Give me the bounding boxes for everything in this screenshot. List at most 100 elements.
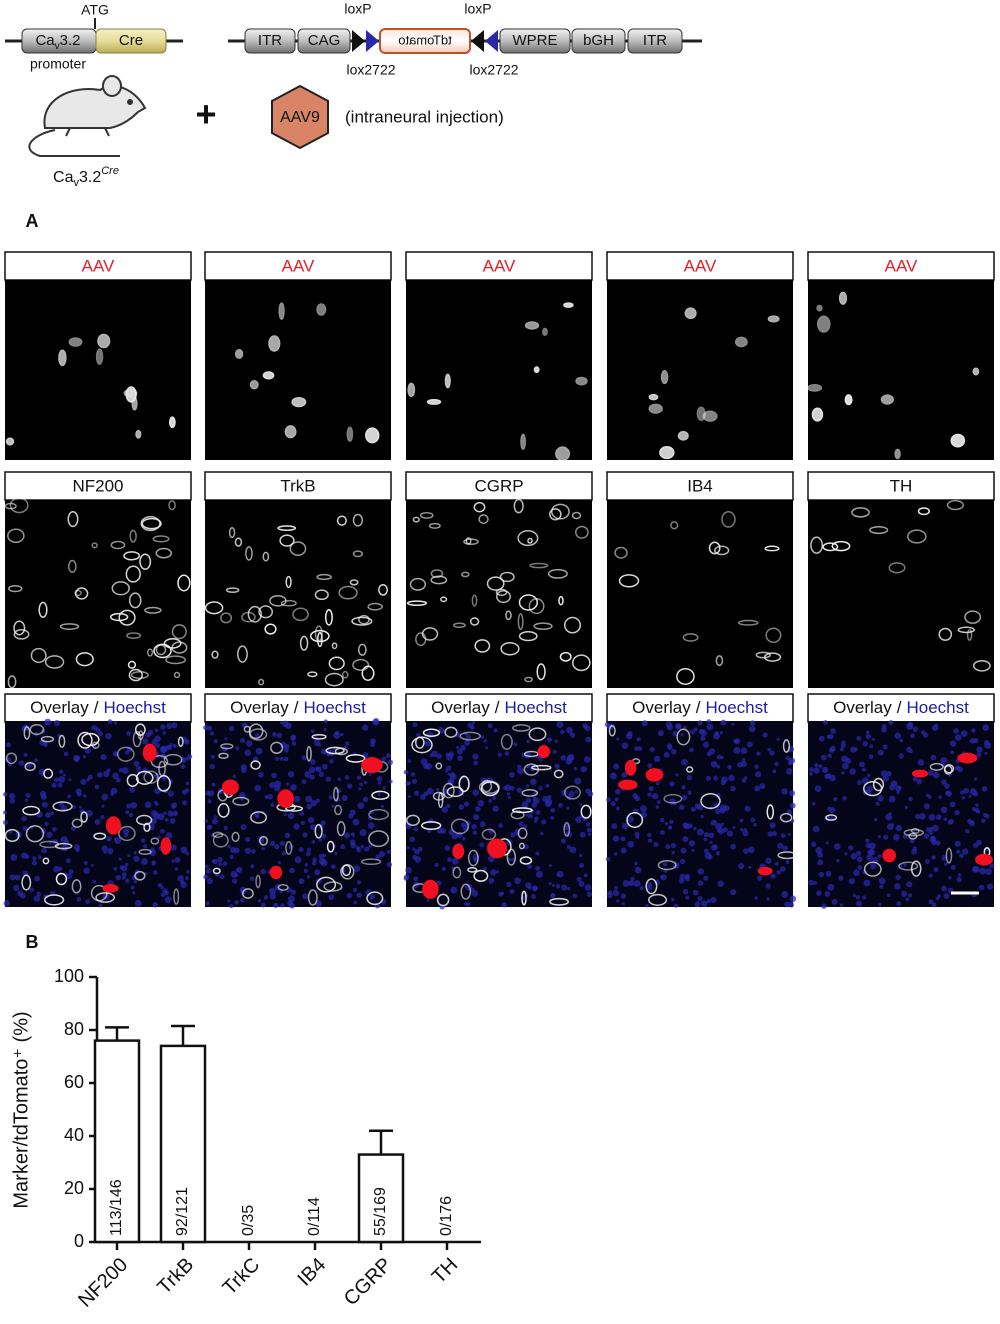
nucleus — [335, 730, 340, 736]
nucleus — [160, 828, 165, 834]
hoechst-label: Hoechst — [906, 698, 969, 717]
nucleus — [294, 856, 302, 864]
nucleus — [989, 863, 995, 869]
cell — [763, 652, 782, 662]
cell — [721, 511, 736, 528]
nucleus — [849, 768, 856, 775]
nucleus — [734, 738, 741, 745]
cell — [452, 622, 466, 629]
nucleus — [984, 741, 992, 749]
cassette-label: tdTomato — [398, 32, 451, 47]
nucleus — [375, 854, 381, 860]
cell — [306, 745, 312, 762]
cell — [361, 858, 382, 866]
nucleus — [329, 759, 334, 764]
cell — [74, 589, 82, 597]
nucleus — [409, 836, 415, 842]
nucleus — [356, 880, 362, 885]
cell — [521, 789, 539, 797]
cell — [529, 562, 549, 569]
nucleus — [706, 719, 712, 724]
nucleus — [675, 773, 679, 777]
nucleus — [315, 798, 321, 803]
nucleus — [647, 882, 653, 888]
cell — [458, 775, 470, 793]
cell — [614, 546, 628, 559]
cell — [316, 573, 332, 581]
cell — [292, 607, 309, 622]
nucleus — [579, 802, 583, 806]
overlay-label: Overlay — [230, 698, 289, 717]
nucleus — [39, 739, 47, 746]
nucleus — [704, 852, 712, 860]
nucleus — [347, 783, 353, 789]
nucleus — [159, 745, 167, 753]
cell — [473, 501, 486, 513]
nucleus — [429, 753, 434, 757]
cell — [346, 426, 354, 442]
nucleus — [151, 862, 155, 866]
nucleus — [785, 755, 791, 761]
nucleus — [140, 838, 146, 843]
nucleus — [298, 847, 304, 853]
nucleus — [358, 787, 362, 791]
cell — [352, 513, 364, 527]
nucleus — [350, 832, 356, 837]
nucleus — [126, 803, 132, 809]
nucleus — [541, 819, 547, 825]
nucleus — [747, 846, 755, 854]
nucleus — [223, 825, 228, 831]
cell — [378, 583, 389, 596]
micrograph — [3, 718, 193, 908]
nucleus — [105, 732, 112, 740]
panel-header — [204, 693, 392, 723]
nucleus — [893, 833, 900, 841]
nucleus — [666, 724, 674, 731]
nucleus — [506, 881, 512, 887]
nucleus — [697, 720, 703, 726]
cell — [220, 612, 233, 624]
nucleus — [634, 746, 639, 751]
nucleus — [838, 875, 844, 881]
tdtomato-cell — [105, 816, 122, 835]
nucleus — [517, 767, 524, 775]
nucleus — [781, 890, 789, 898]
nucleus — [3, 810, 8, 815]
nucleus — [206, 878, 213, 885]
cell — [450, 818, 470, 835]
tdtomato-cell — [624, 759, 637, 776]
separator: / — [94, 698, 99, 717]
cell — [152, 535, 170, 543]
nucleus — [320, 820, 326, 826]
nucleus — [827, 753, 832, 758]
nucleus — [44, 722, 48, 726]
cell — [352, 550, 364, 558]
panel-header-label: Overlay / Hoechst — [833, 698, 969, 717]
nucleus — [580, 765, 587, 773]
panel-header — [807, 251, 995, 281]
nucleus — [163, 811, 167, 815]
cell — [368, 830, 389, 848]
nucleus — [217, 856, 223, 863]
cell — [130, 671, 149, 680]
nucleus — [688, 840, 696, 847]
cell — [406, 600, 428, 606]
nucleus — [573, 766, 578, 771]
nucleus — [465, 734, 471, 740]
nucleus — [32, 856, 37, 861]
nucleus — [472, 830, 478, 835]
nucleus — [703, 848, 709, 854]
nucleus — [348, 813, 354, 819]
nucleus — [492, 805, 499, 812]
nucleus — [467, 722, 474, 729]
nucleus — [556, 721, 564, 728]
cell — [333, 786, 339, 802]
nucleus — [369, 896, 373, 900]
nucleus — [715, 850, 721, 856]
nucleus — [83, 794, 87, 798]
nucleus — [143, 844, 148, 849]
nucleus — [413, 827, 418, 832]
nucleus — [83, 860, 88, 866]
tdtomato-cell — [269, 865, 283, 880]
nucleus — [861, 767, 866, 772]
